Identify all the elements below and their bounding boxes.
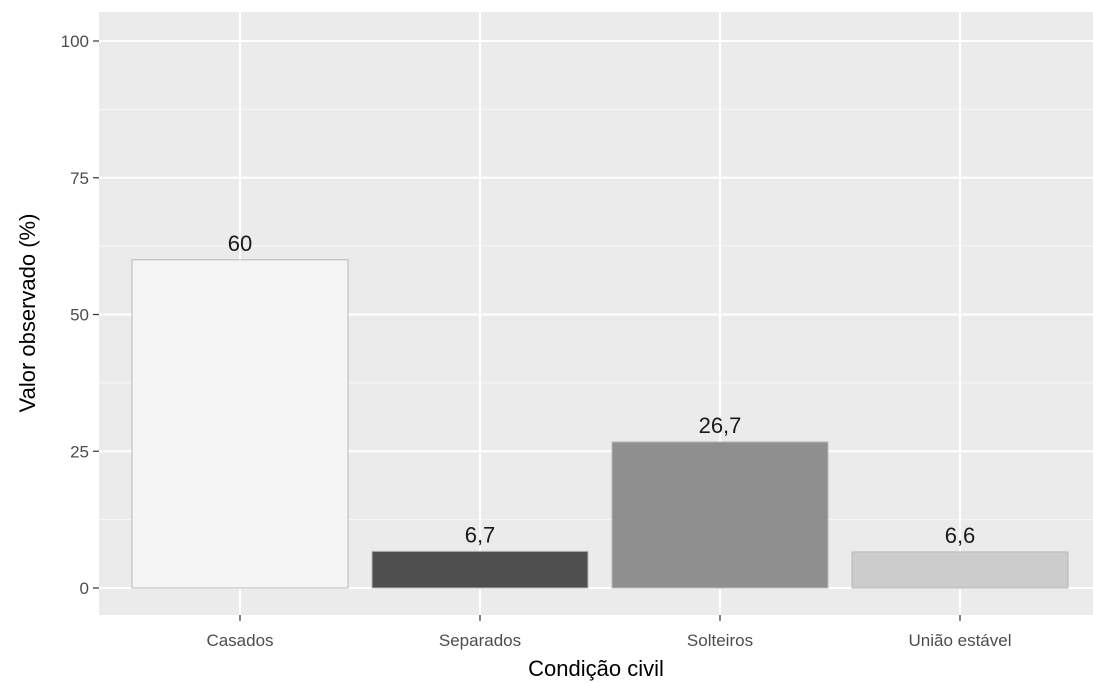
y-tick-label: 0 (80, 579, 89, 598)
bar-solteiros (611, 441, 829, 589)
x-tick-label: Separados (439, 631, 521, 650)
bar-value-label: 6,7 (465, 522, 496, 547)
x-tick-label: União estável (908, 631, 1011, 650)
bar-value-label: 6,6 (945, 523, 976, 548)
y-tick-label: 75 (70, 169, 89, 188)
y-tick-label: 25 (70, 442, 89, 461)
y-axis: 0 25 50 75 100 (61, 32, 99, 598)
x-tick-label: Casados (206, 631, 273, 650)
bar-value-label: 60 (228, 231, 252, 256)
x-tick-label: Solteiros (687, 631, 753, 650)
bars (131, 259, 1069, 589)
x-axis: Casados Separados Solteiros União estável (206, 615, 1012, 650)
bar-casados (131, 259, 349, 589)
y-tick-label: 100 (61, 32, 89, 51)
y-tick-label: 50 (70, 306, 89, 325)
y-axis-title: Valor observado (%) (15, 214, 40, 413)
bar-value-labels: 60 6,7 26,7 6,6 (228, 231, 976, 548)
bar-value-label: 26,7 (699, 413, 742, 438)
bar-uni-o-est-vel (851, 551, 1069, 589)
x-axis-title: Condição civil (528, 656, 664, 681)
bar-separados (371, 550, 589, 589)
